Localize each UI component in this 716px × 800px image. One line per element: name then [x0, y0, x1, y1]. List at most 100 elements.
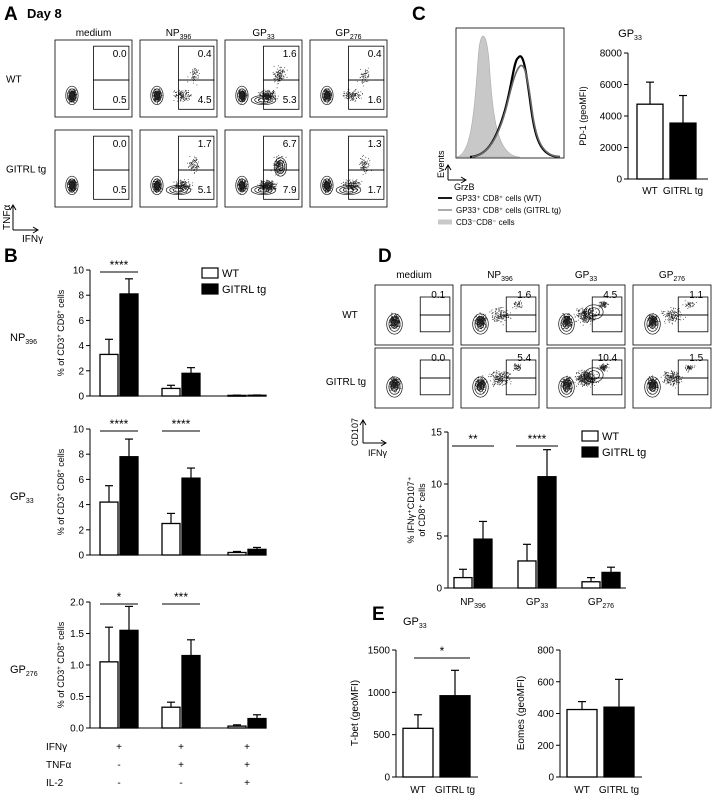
gate-value: 1.6 — [517, 290, 531, 301]
panel-b-significance-label: **** — [110, 417, 129, 431]
panel-e-tbet-y-tick-label: 500 — [373, 730, 390, 741]
flow-plot-density-contour — [472, 313, 489, 335]
panel-b-b-gp276-bar — [181, 654, 201, 729]
panel-b-y-axis-label: % of CD3+ CD8+ cells — [56, 621, 66, 708]
flow-plot-dots — [322, 67, 370, 104]
gate-value-upper: 1.3 — [368, 139, 382, 150]
flow-plot-density-contour — [562, 319, 571, 329]
panel-d-col-label: GP276 — [659, 270, 685, 283]
panel-c-y-axis-label: PD-1 (geoMFI) — [578, 86, 588, 146]
panel-b-b-np396-bar — [99, 353, 119, 397]
gate-value-upper: 0.4 — [198, 49, 212, 60]
histogram-legend-label: CD3⁻CD8⁻ cells — [456, 218, 515, 227]
flow-plot-dots — [474, 300, 523, 331]
panel-b-b-np396-bar — [247, 394, 267, 397]
flow-gate — [591, 377, 623, 396]
panel-a-row-label: WT — [6, 75, 22, 86]
panel-a-col-label-main: medium — [76, 28, 112, 39]
panel-a-col-label-sub: 33 — [267, 34, 275, 41]
flow-plot-density-contour — [584, 304, 604, 320]
flow-plot-density-contour — [322, 88, 332, 103]
panel-d-cd107-y-tick-label: 0 — [436, 584, 442, 595]
panel-b-legend-label: WT — [222, 268, 239, 280]
flow-plot-density-contour — [277, 162, 284, 172]
panel-d-col-label-sub: 276 — [673, 276, 685, 283]
panel-b-significance-label: **** — [110, 258, 129, 272]
panel-c-category-label: WT — [642, 186, 658, 197]
panel-e-y-axis-label: Eomes (geoMFI) — [516, 676, 527, 750]
panel-b-b-gp33-y-tick-label: 2 — [78, 525, 84, 536]
panel-d-row-label: WT — [342, 310, 358, 321]
panel-b-table-cell: - — [117, 778, 120, 789]
panel-b-b-np396-y-tick-label: 8 — [78, 291, 84, 302]
panel-d-cd107-y-tick-label: 5 — [436, 532, 442, 543]
panel-b-b-gp276-y-tick-label: 1.5 — [70, 629, 84, 640]
panel-b-table-label: TNFα — [46, 760, 71, 771]
panel-b-table-cell: + — [244, 760, 250, 771]
panel-e-eomes-y-tick-label: 600 — [537, 677, 554, 688]
panel-b-b-gp33-bar — [99, 501, 119, 556]
panel-b-b-gp276-y-tick-label: 2.0 — [70, 598, 84, 609]
panel-b-b-gp276-y-tick-label: 1.0 — [70, 661, 84, 672]
panel-b-table-cell: + — [178, 742, 184, 753]
flow-plot-density-contour — [388, 379, 401, 395]
flow-plot-density-contour — [323, 181, 330, 190]
panel-d-legend-swatch — [581, 430, 599, 442]
gate-value: 1.1 — [689, 290, 703, 301]
panel-e-title: GP33 — [403, 616, 427, 630]
y-label-sup: + — [57, 493, 63, 497]
gate-value: 10.4 — [598, 353, 618, 364]
flow-plot-dots — [152, 68, 200, 105]
y-label-part: cells — [56, 621, 66, 642]
panel-d-significance-label: **** — [528, 432, 547, 446]
histogram-y-label: Events — [436, 150, 446, 178]
panel-a-col-label-main: GP — [335, 28, 350, 39]
panel-b-b-np396-bar — [181, 372, 201, 397]
panel-b-row-label: GP33 — [10, 491, 34, 505]
panel-b-row-label: NP396 — [10, 332, 37, 346]
panel-a-col-label: GP276 — [335, 28, 361, 41]
flow-plot-density-contour — [235, 175, 249, 196]
panel-d-cd107-bar — [581, 581, 601, 589]
panel-c-pd1-y-tick-label: 0 — [616, 175, 622, 186]
panel-b-b-np396-y-tick-label: 4 — [78, 341, 84, 352]
panel-b-legend-label: GITRL tg — [222, 284, 266, 296]
panel-b-table-cell: + — [178, 760, 184, 771]
gate-value: 0.0 — [431, 353, 445, 364]
flow-gate-lower — [178, 169, 215, 200]
flow-plot-density-contour — [587, 307, 600, 317]
panel-c-pd1-y-tick-label: 8000 — [600, 49, 623, 60]
panel-c-pd1-y-tick-label: 4000 — [600, 112, 623, 123]
panel-e-eomes-y-tick-label: 200 — [537, 741, 554, 752]
panel-b-b-gp33-y-tick-label: 4 — [78, 500, 84, 511]
panel-e-category-label: GITRL tg — [599, 785, 639, 796]
flow-plot-density-contour — [390, 319, 399, 329]
flow-gate-lower — [93, 169, 130, 200]
flow-plot-density-contour — [562, 382, 571, 392]
panel-e-category-label: GITRL tg — [435, 785, 475, 796]
panel-a-col-label-sub: 396 — [180, 34, 192, 41]
y-label-part: % of CD3 — [56, 497, 66, 536]
panel-e-tbet-y-tick-label: 1000 — [368, 688, 391, 699]
panel-b-b-gp33-bar — [181, 477, 201, 556]
flow-plot-dots — [647, 364, 696, 394]
flow-plot-density-contour — [644, 376, 661, 398]
panel-b-b-gp33-y-tick-label: 10 — [73, 425, 85, 436]
y-label-part: cells — [56, 289, 66, 310]
panel-d-cd107-bar — [453, 576, 473, 589]
histogram-legend-label: GP33⁺ CD8⁺ cells (WT) — [456, 194, 542, 203]
panel-d-col-label-main: medium — [396, 270, 432, 281]
flow-plot-density-contour — [472, 376, 489, 398]
y-label-part: CD8 — [56, 314, 66, 335]
y-label-line: of CD8⁺ cells — [417, 483, 427, 537]
panel-e-eomes-bar — [603, 706, 635, 778]
flow-gate — [505, 377, 537, 396]
panel-b-table-label: IFNγ — [46, 742, 67, 753]
flow-gate-lower — [263, 79, 300, 110]
panel-d-col-label-main: GP — [659, 270, 674, 281]
panel-b-row-label-sub: 33 — [26, 498, 34, 505]
panel-e-eomes-bar — [566, 708, 598, 778]
panel-d-x-axis-label: IFNγ — [368, 448, 387, 458]
flow-plot-density-contour — [68, 181, 75, 190]
